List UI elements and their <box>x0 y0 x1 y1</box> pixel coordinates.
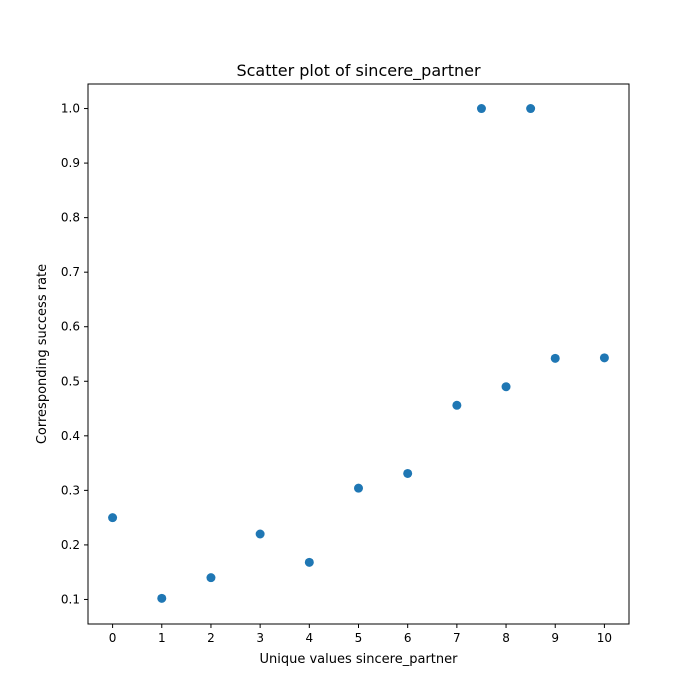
data-point <box>255 529 265 539</box>
y-tick-label: 0.5 <box>61 374 80 388</box>
x-tick-label: 8 <box>502 631 510 645</box>
x-tick-label: 0 <box>109 631 117 645</box>
data-point <box>354 483 363 493</box>
y-tick-label: 0.3 <box>61 483 80 497</box>
x-tick-label: 9 <box>551 631 559 645</box>
x-tick-label: 3 <box>256 631 264 645</box>
plot-frame <box>87 83 630 625</box>
y-tick-label: 0.9 <box>61 156 80 170</box>
data-point <box>157 593 167 603</box>
y-axis-ticks: 0.1 0.2 0.3 0.4 0.5 0.6 0.7 0.8 0.9 1.0 <box>61 102 88 606</box>
y-axis-label: Corresponding success rate <box>35 264 50 444</box>
data-point <box>108 513 118 523</box>
data-point <box>206 573 216 583</box>
x-tick-label: 7 <box>453 631 461 645</box>
y-tick-label: 0.7 <box>61 265 80 279</box>
data-point <box>550 353 560 363</box>
data-point <box>526 104 536 114</box>
data-point <box>501 382 511 392</box>
chart-title: Scatter plot of sincere_partner <box>236 61 481 81</box>
x-axis-label: Unique values sincere_partner <box>260 652 459 667</box>
y-tick-label: 1.0 <box>61 102 80 116</box>
data-point <box>304 557 314 567</box>
x-tick-label: 10 <box>597 631 612 645</box>
y-tick-label: 0.1 <box>61 592 80 606</box>
data-point <box>476 104 486 114</box>
y-tick-label: 0.8 <box>61 211 80 225</box>
data-point <box>599 353 609 363</box>
x-tick-label: 4 <box>305 631 313 645</box>
y-tick-label: 0.4 <box>61 429 80 443</box>
data-point <box>452 400 462 410</box>
x-axis-ticks: 0 1 2 3 4 5 6 7 8 9 10 <box>109 624 612 645</box>
x-tick-label: 2 <box>207 631 215 645</box>
x-tick-label: 1 <box>158 631 166 645</box>
y-tick-label: 0.2 <box>61 538 80 552</box>
x-tick-label: 5 <box>355 631 363 645</box>
y-tick-label: 0.6 <box>61 320 80 334</box>
plot-area: 0 1 2 3 4 5 6 7 8 9 10 0.1 0.2 0.3 0.4 0.5 0.6 0.7 0.8 0.9… <box>61 83 630 645</box>
x-tick-label: 6 <box>404 631 412 645</box>
data-points <box>108 104 609 603</box>
data-point <box>403 468 413 478</box>
